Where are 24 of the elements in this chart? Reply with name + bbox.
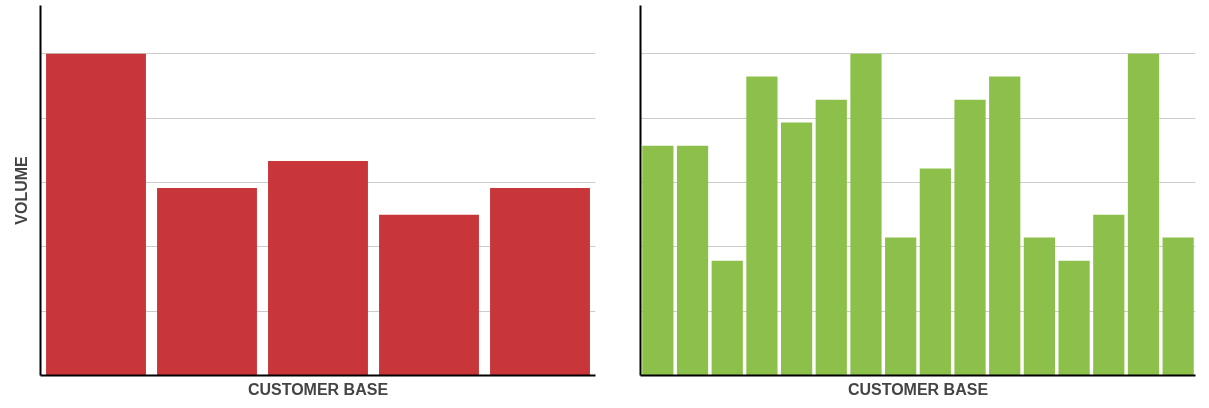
bar: [1093, 214, 1125, 376]
bar: [1058, 260, 1090, 376]
bar: [711, 260, 743, 376]
bar: [746, 76, 778, 376]
bar: [919, 168, 951, 376]
bar: [1162, 237, 1194, 376]
bar: [815, 99, 847, 376]
bar: [954, 99, 986, 376]
bar: [885, 237, 917, 376]
bar: [46, 53, 146, 376]
x-axis-title: CUSTOMER BASE: [247, 380, 389, 398]
bar: [989, 76, 1021, 376]
bar: [850, 53, 882, 376]
bar: [379, 214, 479, 376]
bar: [157, 187, 257, 376]
bar: [490, 187, 590, 376]
bar: [1127, 53, 1160, 376]
bar: [268, 160, 368, 376]
bar: [642, 145, 674, 376]
bar: [1023, 237, 1056, 376]
bar: [676, 145, 709, 376]
bar: [780, 122, 813, 376]
y-axis-title: VOLUME: [12, 155, 30, 225]
x-axis-title: CUSTOMER BASE: [847, 380, 989, 398]
